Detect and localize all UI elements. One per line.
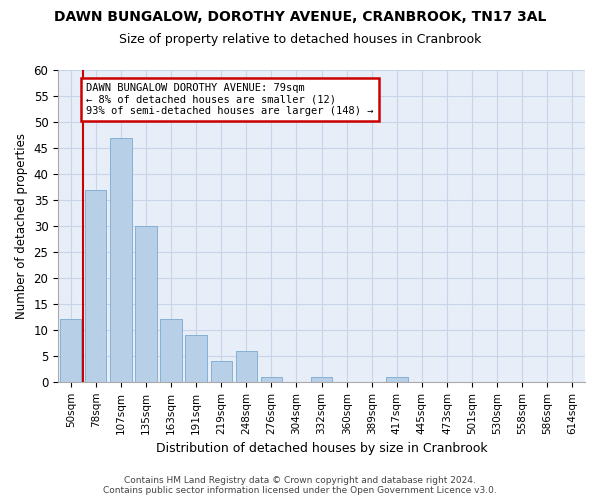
Bar [386,376,407,382]
Bar [60,320,82,382]
Y-axis label: Number of detached properties: Number of detached properties [15,133,28,319]
Text: DAWN BUNGALOW, DOROTHY AVENUE, CRANBROOK, TN17 3AL: DAWN BUNGALOW, DOROTHY AVENUE, CRANBROOK… [54,10,546,24]
Bar [110,138,131,382]
Text: Size of property relative to detached houses in Cranbrook: Size of property relative to detached ho… [119,32,481,46]
Bar [160,320,182,382]
Bar [211,361,232,382]
Text: Contains HM Land Registry data © Crown copyright and database right 2024.
Contai: Contains HM Land Registry data © Crown c… [103,476,497,495]
X-axis label: Distribution of detached houses by size in Cranbrook: Distribution of detached houses by size … [156,442,487,455]
Bar [236,350,257,382]
Bar [311,376,332,382]
Bar [261,376,282,382]
Text: DAWN BUNGALOW DOROTHY AVENUE: 79sqm
← 8% of detached houses are smaller (12)
93%: DAWN BUNGALOW DOROTHY AVENUE: 79sqm ← 8%… [86,83,374,116]
Bar [85,190,106,382]
Bar [135,226,157,382]
Bar [185,335,207,382]
